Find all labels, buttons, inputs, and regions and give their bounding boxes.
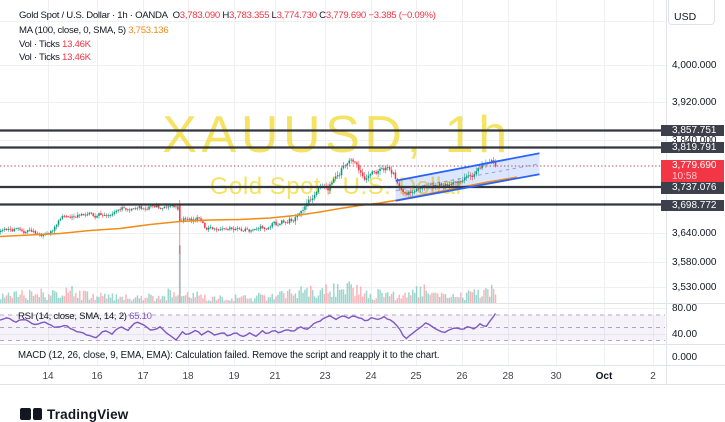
svg-text:XAUUSD, 1h: XAUUSD, 1h (162, 106, 511, 164)
